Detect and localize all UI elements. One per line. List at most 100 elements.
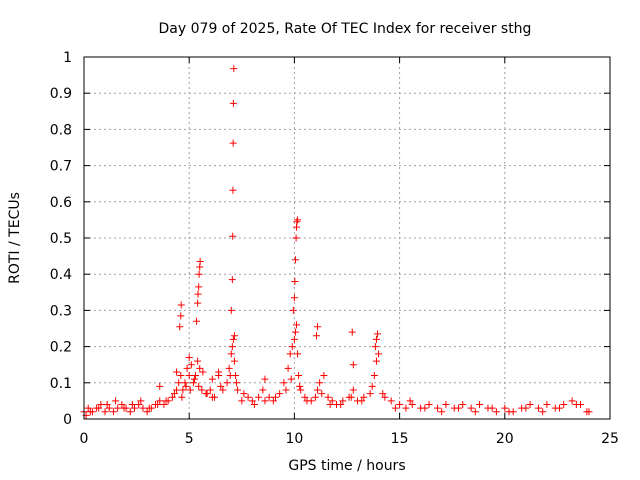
data-point [259,386,267,394]
data-point [128,401,136,409]
data-point [229,232,237,240]
data-point [406,397,414,405]
data-point [194,357,202,365]
y-tick-label: 0.2 [50,340,72,356]
data-point [339,397,347,405]
y-tick-label: 0 [63,412,72,428]
data-point [228,343,236,351]
data-point [284,364,292,372]
data-point [522,404,530,412]
data-point [162,397,170,405]
data-point [227,350,235,358]
data-point [156,382,164,390]
data-point [160,401,168,409]
data-point [316,379,324,387]
data-point [250,401,258,409]
data-point [265,393,273,401]
data-point [194,290,202,298]
data-point [318,390,326,398]
data-point [114,404,122,412]
x-tick-label: 25 [601,431,619,447]
data-point [311,393,319,401]
data-point [294,216,302,224]
data-point [314,323,322,331]
data-point [526,401,534,409]
data-point [296,382,304,390]
data-point [488,404,496,412]
data-point [177,372,185,380]
data-point [287,375,295,383]
data-point [185,353,193,361]
chart-title: Day 079 of 2025, Rate Of TEC Index for r… [159,21,532,37]
data-point [154,401,162,409]
data-point [286,350,294,358]
data-point [183,364,191,372]
data-point [271,393,279,401]
data-point [276,390,284,398]
data-point [199,368,207,376]
data-point [223,379,231,387]
y-tick-label: 0.5 [50,231,72,247]
data-point [568,397,576,405]
data-point [233,379,241,387]
data-point [248,397,256,405]
data-point [349,386,357,394]
data-point [360,393,368,401]
y-tick-label: 0.9 [50,86,72,102]
data-point [196,364,204,372]
data-point [95,404,103,412]
data-point [314,386,322,394]
data-point [467,404,475,412]
data-point [240,390,248,398]
data-point [326,401,334,409]
data-point [289,306,297,314]
data-point [244,393,252,401]
data-point [126,408,134,416]
data-point [182,382,190,390]
data-point [219,386,227,394]
data-point [425,401,433,409]
data-point [187,361,195,369]
axis-ticks: 0 5 10 15 20 25 0 0.1 0.2 0.3 0.4 0.5 0.6 0.7 0.8 0.9 1 [50,50,619,447]
data-point [229,335,237,343]
data-point [228,276,236,284]
data-point [408,401,416,409]
data-point [168,393,176,401]
data-point [230,65,238,73]
data-point [173,386,181,394]
data-point [282,386,290,394]
data-point [290,335,298,343]
data-point [366,390,374,398]
data-point [372,357,380,365]
data-point [556,404,564,412]
data-point [368,382,376,390]
data-point [217,382,225,390]
data-point [374,330,382,338]
data-point [402,404,410,412]
data-point [112,397,120,405]
data-point [181,379,189,387]
data-point [455,404,463,412]
data-point [476,401,484,409]
grid-lines [84,57,610,419]
data-point [297,386,305,394]
data-point [312,332,320,340]
data-point [539,408,547,416]
data-point [177,301,185,309]
data-point [208,375,216,383]
data-point [543,401,551,409]
data-point [560,401,568,409]
data-point [291,277,299,285]
data-point [269,397,277,405]
data-point [230,332,238,340]
data-point [442,401,450,409]
x-tick-label: 20 [496,431,514,447]
data-point [238,397,246,405]
data-point [195,270,203,278]
data-point [135,401,143,409]
data-point [179,386,187,394]
data-point [206,386,214,394]
data-point [371,343,379,351]
x-tick-label: 0 [80,431,89,447]
data-point [195,382,203,390]
